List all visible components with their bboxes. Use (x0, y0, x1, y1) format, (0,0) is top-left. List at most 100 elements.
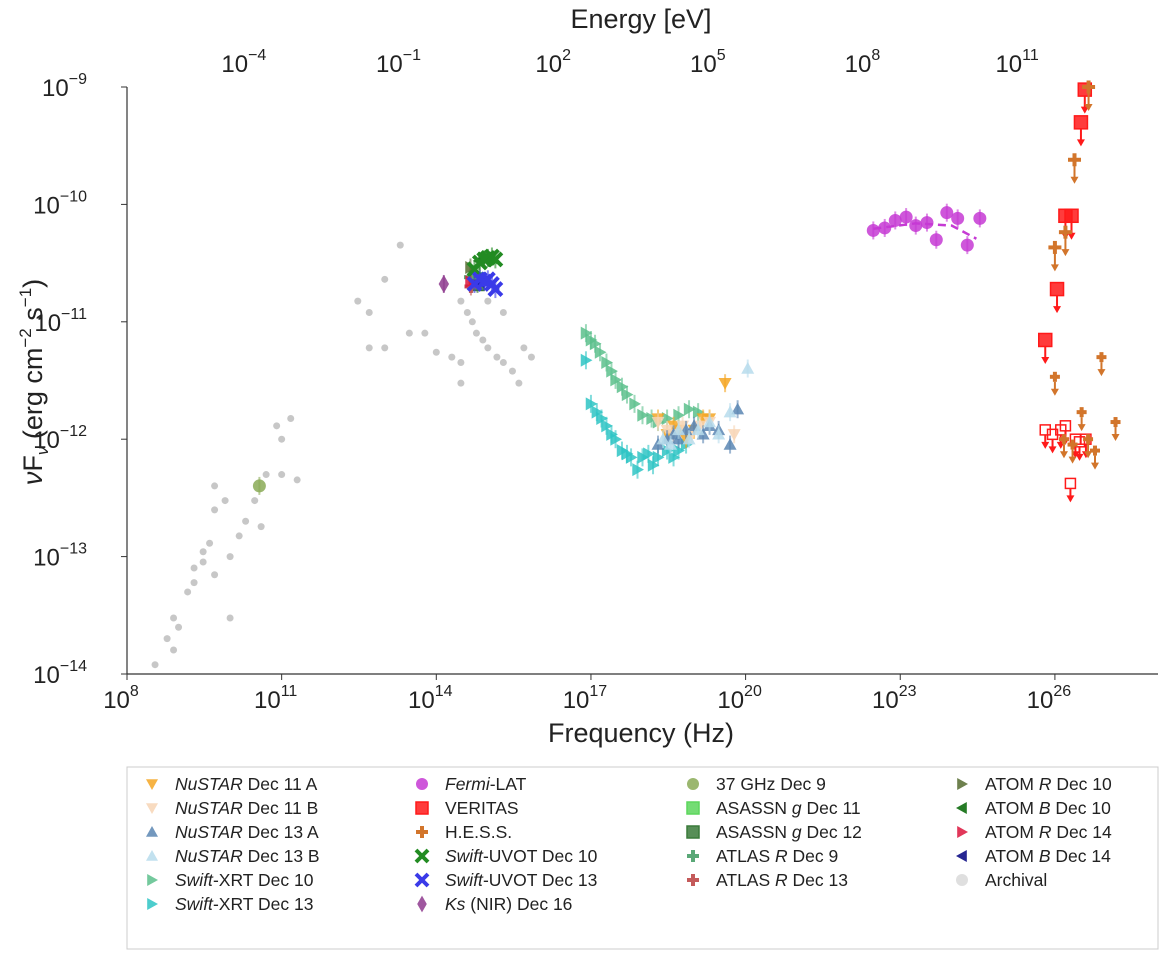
legend-label: NuSTAR Dec 13 A (175, 822, 319, 842)
data-point (190, 564, 198, 572)
upper-limit-open (1049, 371, 1060, 382)
legend-marker (146, 803, 158, 814)
legend-item: NuSTAR Dec 13 B (146, 846, 320, 866)
data-point (527, 353, 535, 361)
data-point (278, 471, 286, 479)
data-point (184, 588, 192, 596)
y-tick-label: 10−9 (42, 71, 87, 102)
data-point (487, 251, 504, 268)
data-point (637, 408, 649, 422)
data-point (601, 419, 613, 433)
legend-label: Archival (985, 870, 1047, 890)
legend-label: Fermi-LAT (445, 774, 527, 794)
data-point (235, 532, 243, 540)
data-point (625, 450, 638, 464)
data-point (723, 438, 737, 450)
plot-frame (126, 87, 1158, 675)
axes-layer: 108 1011 1014 1017 1020 1023 1026 10−14 10−13 10−… (33, 47, 1071, 714)
data-point (703, 415, 717, 428)
data-point (718, 377, 732, 390)
data-point (664, 438, 678, 450)
x-tick-label: 1011 (254, 683, 297, 714)
legend-marker (957, 778, 968, 790)
data-point (211, 506, 219, 514)
legend-marker (414, 872, 430, 888)
data-point (673, 444, 686, 458)
top-tick-label: 10−1 (376, 47, 421, 78)
data-point (591, 405, 604, 419)
legend-label: ATOM R Dec 14 (985, 822, 1112, 842)
legend: NuSTAR Dec 11 A NuSTAR Dec 11 B NuSTAR Dec… (126, 766, 1159, 950)
y-tick-label: 10−10 (33, 188, 87, 219)
data-point (1038, 332, 1053, 348)
data-point (610, 373, 623, 387)
legend-label: NuSTAR Dec 13 B (175, 846, 320, 866)
data-point (610, 432, 623, 446)
data-point (499, 309, 507, 317)
series-swift-uvot-dec-13 (466, 270, 504, 299)
data-point (468, 318, 476, 326)
legend-label: ATLAS R Dec 13 (716, 870, 848, 890)
data-point (601, 356, 613, 370)
series-archival (151, 241, 535, 669)
data-point (691, 423, 705, 436)
data-point (656, 432, 670, 445)
data-point (463, 309, 471, 317)
legend-item: ATLAS R Dec 13 (687, 870, 848, 890)
data-point (683, 402, 696, 416)
data-point (457, 359, 465, 367)
data-point (629, 397, 642, 411)
legend-marker (416, 826, 428, 838)
data-point (211, 482, 219, 490)
data-point (606, 364, 618, 378)
data-point (242, 517, 250, 525)
legend-label: VERITAS (445, 798, 519, 818)
top-tick-label: 1011 (995, 47, 1038, 78)
legend-label: ASASSN g Dec 11 (716, 798, 861, 818)
legend-item: ATOM R Dec 10 (957, 774, 1112, 794)
upper-limit-open (1110, 417, 1121, 428)
data-point (257, 523, 265, 531)
y-tick-label: 10−12 (33, 423, 87, 454)
data-point (484, 344, 492, 352)
data-point (354, 297, 362, 305)
upper-limit-open (1090, 445, 1101, 456)
y-tick-label: 10−13 (33, 541, 87, 572)
x-tick-label: 108 (103, 683, 139, 714)
y-axis-label: νFν (erg cm−2 s−1) (16, 279, 52, 485)
data-point (1073, 115, 1089, 130)
data-point (508, 367, 516, 375)
legend-item: Swift-UVOT Dec 10 (414, 846, 598, 866)
legend-label: ATOM B Dec 14 (985, 846, 1111, 866)
upper-limit-open (1058, 434, 1069, 445)
data-point (920, 216, 934, 230)
data-point (151, 661, 159, 669)
series-nustar-dec-13-b (656, 359, 755, 454)
legend-item: Ks (NIR) Dec 16 (417, 894, 572, 914)
data-point (170, 614, 178, 622)
data-point (396, 241, 404, 249)
data-point (616, 380, 629, 394)
data-point (632, 463, 645, 477)
data-point (692, 405, 705, 419)
data-point (647, 458, 660, 472)
data-point (1082, 80, 1096, 94)
upper-limit-open (1096, 352, 1107, 363)
series-h-e-s-s- (1048, 80, 1121, 470)
legend-label: Ks (NIR) Dec 16 (445, 894, 572, 914)
data-point (448, 353, 456, 361)
data-point (487, 281, 504, 297)
data-point (432, 348, 440, 356)
legend-marker (147, 898, 158, 910)
data-point (199, 558, 207, 566)
data-point (878, 221, 892, 235)
data-point (1058, 225, 1072, 239)
data-point (585, 397, 598, 411)
series-fermi-lat (866, 203, 987, 255)
legend-item: ATOM R Dec 14 (957, 822, 1112, 842)
legend-label: Swift-UVOT Dec 10 (445, 846, 598, 866)
top-axis-label: Energy [eV] (570, 4, 711, 34)
data-point (661, 412, 674, 426)
legend-item: H.E.S.S. (416, 822, 512, 842)
data-point (190, 579, 198, 587)
